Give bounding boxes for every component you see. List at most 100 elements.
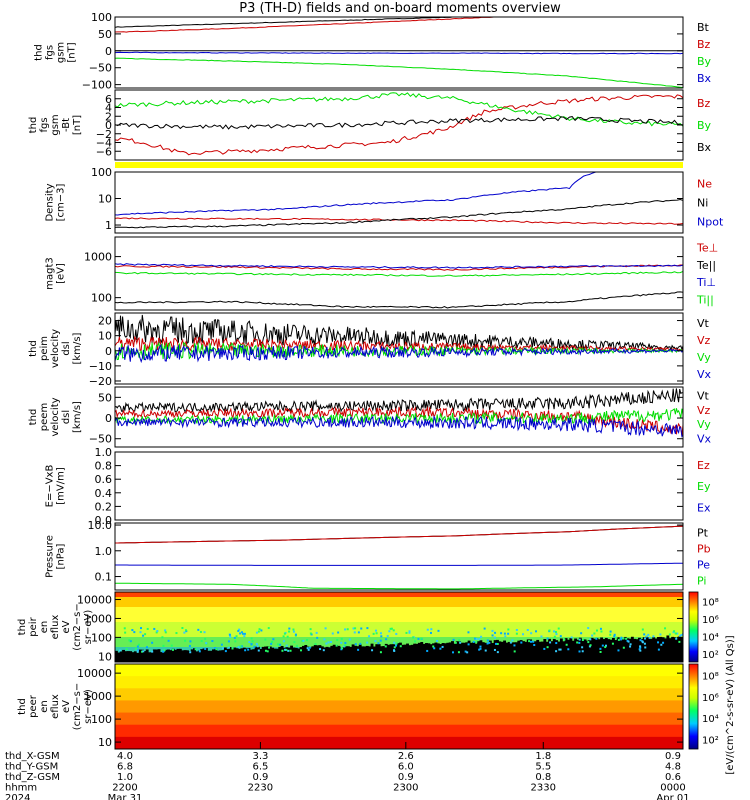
spectrogram-speckle (496, 642, 499, 645)
spectrogram-speckle (371, 649, 374, 652)
no-data-bin (356, 646, 360, 662)
spectrogram-ions (115, 592, 683, 662)
no-data-bin (612, 637, 615, 662)
spectrogram-speckle (146, 627, 149, 630)
no-data-bin (344, 646, 348, 662)
spectrogram-speckle (679, 634, 682, 637)
panel-1-lines (115, 17, 683, 88)
panel-5: 20 10 0 −10 −20 thd peim velocity dsl [km/s] Vt Vz V… (28, 312, 712, 388)
spectrogram-band (115, 597, 683, 603)
y-tick-label: 50 (98, 391, 112, 404)
spectrogram-speckle (211, 640, 214, 643)
spectrogram-speckle (288, 630, 291, 633)
spectrogram-speckle (324, 627, 327, 630)
spectrogram-band (115, 700, 683, 708)
spectrogram-speckle (430, 628, 433, 631)
x-axis-value: 5.5 (535, 762, 551, 773)
y-tick-label: 0.8 (95, 460, 113, 473)
x-axis-row-label: thd_X-GSM (5, 751, 60, 762)
spectrogram-speckle (553, 635, 556, 638)
spectrogram-speckle (307, 648, 310, 651)
spectrogram-speckle (354, 643, 357, 646)
no-data-bin (673, 637, 677, 662)
spectrogram-speckle (264, 638, 267, 641)
spectrogram-speckle (319, 648, 322, 651)
no-data-bin (510, 642, 514, 662)
y-axis-label: peem (39, 403, 50, 431)
spectrogram-speckle (474, 637, 477, 640)
y-axis-label: eflux (50, 694, 61, 719)
spectrogram-speckle (491, 634, 494, 637)
spectrogram-band (115, 617, 683, 623)
spectrogram-speckle (366, 641, 369, 644)
no-data-bin (301, 645, 305, 662)
y-tick-label: 10000 (77, 594, 112, 607)
no-data-bin (150, 652, 154, 662)
no-data-bin (280, 645, 284, 662)
spectrogram-speckle (337, 631, 340, 634)
no-data-bin (678, 636, 682, 662)
spectrogram-speckle (548, 629, 551, 632)
spectrogram-speckle (237, 646, 240, 649)
no-data-bin (247, 647, 251, 662)
no-data-bin (323, 647, 327, 662)
spectrogram-speckle (229, 635, 232, 638)
spectrogram-speckle (142, 650, 145, 653)
x-axis-value: 0.9 (252, 772, 268, 783)
spectrogram-speckle (546, 646, 549, 649)
x-axis-value: Apr 01 (656, 793, 689, 800)
no-data-bin (200, 649, 204, 662)
spectrogram-speckle (392, 649, 395, 652)
x-axis-value: 2230 (248, 783, 273, 794)
panel-frame (114, 591, 684, 663)
spectrogram-speckle (167, 639, 170, 642)
x-axis-row-label: hhmm (5, 783, 37, 794)
spectrogram-speckle (306, 647, 309, 650)
no-data-bin (268, 646, 272, 662)
no-data-bin (209, 650, 213, 662)
legend-entry: By (697, 119, 712, 132)
no-data-bin (266, 646, 270, 662)
x-axis-value: 2.6 (398, 751, 414, 762)
spectrogram-speckle (359, 642, 362, 645)
y-tick-label: 10000 (77, 667, 112, 680)
spectrogram-speckle (467, 631, 470, 634)
spectrogram-speckle (513, 644, 516, 647)
legend-entry: Ez (697, 459, 710, 472)
no-data-bin (152, 649, 156, 662)
y-tick-label: −50 (89, 433, 112, 446)
y-tick-label: 1000 (84, 612, 112, 625)
spectrogram-speckle (220, 643, 223, 646)
spectrogram-speckle (601, 644, 604, 647)
y-tick-label: 1 (105, 219, 112, 232)
y-tick-label: −100 (82, 79, 112, 92)
spectrogram-speckle (372, 632, 375, 635)
spectrogram-speckle (188, 644, 191, 647)
no-data-bin (583, 639, 587, 662)
spectrogram-speckle (600, 630, 603, 633)
spectrogram-speckle (412, 636, 415, 639)
no-data-bin (169, 650, 173, 662)
spectrogram-speckle (639, 639, 642, 642)
spectrogram-speckle (581, 639, 584, 642)
spectrogram-speckle (344, 642, 347, 645)
y-axis-label: dsl (61, 410, 72, 424)
no-data-bin (548, 638, 551, 662)
series-line-vt (115, 388, 683, 414)
no-data-bin (536, 639, 540, 662)
no-data-bin (590, 637, 594, 662)
spectrogram-speckle (643, 633, 646, 636)
no-data-bin (240, 648, 244, 662)
x-axis-value: 0.6 (665, 772, 681, 783)
series-line-ti (115, 270, 683, 277)
legend-entry: Vx (697, 368, 712, 381)
legend-entry: Te⊥ (696, 241, 718, 254)
no-data-bin (434, 642, 438, 662)
spectrogram-speckle (414, 640, 417, 643)
spectrogram-speckle (308, 646, 311, 649)
spectrogram-speckle (587, 627, 590, 630)
spectrogram-speckle (393, 646, 396, 649)
y-axis-label: thd (28, 340, 39, 357)
legend-entry: Pe (697, 558, 710, 571)
spectrogram-speckle (283, 632, 286, 635)
